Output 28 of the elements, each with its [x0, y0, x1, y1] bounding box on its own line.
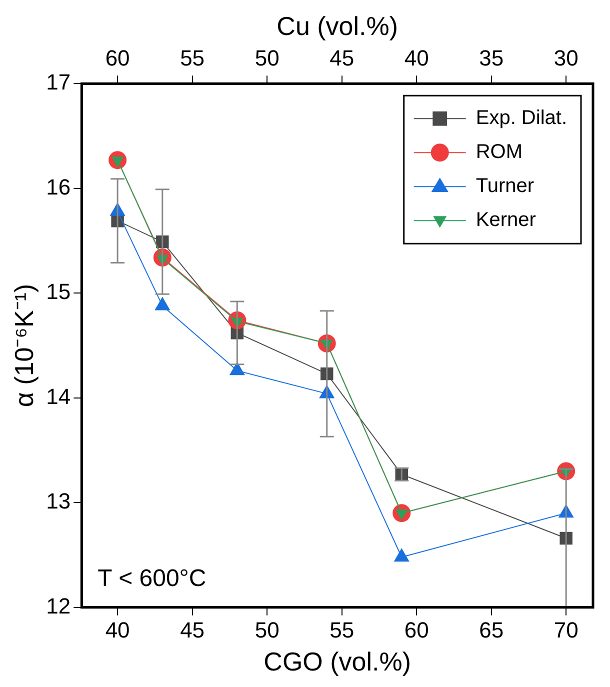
y-axis-title: α (10⁻⁶K⁻¹): [8, 284, 39, 408]
x-tick-label: 65: [479, 618, 504, 643]
x-axis-title: CGO (vol.%): [264, 646, 412, 677]
x-tick-label: 45: [180, 618, 205, 643]
x2-tick-label: 35: [479, 45, 504, 70]
x2-tick-label: 50: [254, 45, 280, 70]
y-tick-label: 15: [46, 279, 71, 304]
x2-tick-label: 60: [105, 45, 130, 70]
x-tick-label: 60: [404, 618, 429, 643]
legend-label: Turner: [476, 175, 534, 198]
x2-tick-label: 40: [404, 45, 429, 70]
x2-tick-label: 55: [180, 45, 205, 70]
x-tick-label: 70: [554, 618, 578, 643]
y-tick-label: 16: [46, 174, 71, 200]
legend-label: Kerner: [476, 209, 536, 232]
x2-tick-label: 30: [554, 45, 578, 70]
legend-label: ROM: [476, 141, 523, 164]
x-tick-label: 40: [105, 618, 130, 643]
legend-label: Exp. Dilat.: [476, 107, 568, 130]
y-tick-label: 13: [46, 488, 71, 514]
x-tick-label: 50: [254, 618, 280, 643]
y-tick-label: 17: [46, 70, 71, 95]
annotation: T < 600°C: [98, 565, 206, 592]
x-tick-label: 55: [330, 618, 354, 643]
x2-axis-title: Cu (vol.%): [276, 10, 398, 41]
y-tick-label: 14: [46, 384, 71, 409]
x2-tick-label: 45: [330, 45, 354, 70]
y-tick-label: 12: [46, 593, 71, 618]
